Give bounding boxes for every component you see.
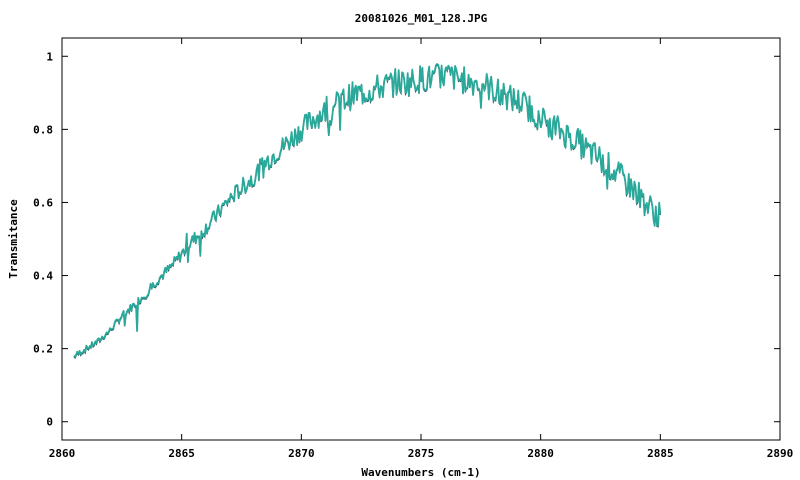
series-layer [73,63,662,360]
x-tick-label: 2880 [527,447,554,460]
x-axis-label: Wavenumbers (cm-1) [361,466,480,479]
y-tick-label: 0.2 [33,343,53,356]
y-tick-label: 0.8 [33,123,53,136]
x-tick-label: 2875 [408,447,435,460]
x-axis: 2860 2865 2870 2875 2880 2885 2890 [49,38,794,460]
x-tick-label: 2860 [49,447,76,460]
y-axis-label: Transmitance [7,199,20,279]
x-tick-label: 2890 [767,447,794,460]
y-tick-label: 1 [46,50,53,63]
y-tick-label: 0.4 [33,270,53,283]
y-tick-label: 0 [46,416,53,429]
chart-title: 20081026_M01_128.JPG [355,12,488,25]
x-tick-label: 2870 [288,447,315,460]
y-tick-label: 0.6 [33,196,53,209]
y-axis: 0 0.2 0.4 0.6 0.8 1 [33,50,780,429]
series-line [73,63,662,358]
x-tick-label: 2885 [647,447,674,460]
x-tick-label: 2865 [168,447,195,460]
